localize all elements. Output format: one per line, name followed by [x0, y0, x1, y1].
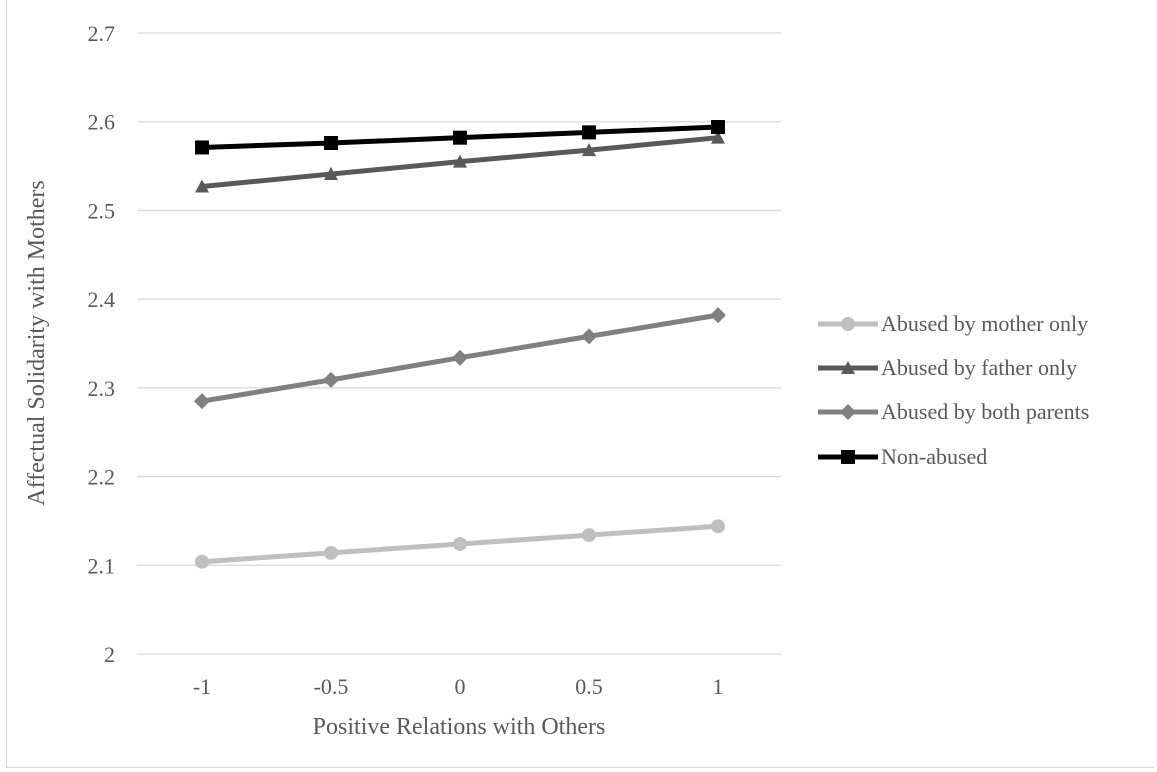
legend-marker	[841, 450, 855, 464]
legend-item: Abused by father only	[818, 355, 1077, 380]
y-tick-label: 2.1	[88, 553, 116, 578]
series-abused-by-both-parents	[194, 307, 726, 410]
data-point	[195, 179, 209, 193]
series-non-abused	[195, 120, 725, 155]
data-point	[323, 371, 339, 388]
legend-label: Abused by father only	[881, 355, 1077, 380]
x-axis-title: Positive Relations with Others	[313, 714, 606, 740]
data-point	[195, 140, 209, 155]
data-point	[324, 167, 338, 181]
data-point	[582, 125, 596, 140]
legend-item: Non-abused	[818, 444, 987, 469]
y-axis-title: Affectual Solidarity with Mothers	[24, 180, 50, 506]
x-tick-label: -0.5	[314, 674, 349, 699]
y-tick-label: 2.5	[88, 198, 116, 223]
data-point	[452, 349, 468, 366]
data-point	[711, 130, 725, 144]
series-lines	[194, 120, 726, 569]
legend: Abused by mother only Abused by father on…	[818, 311, 1089, 469]
y-tick-label: 2.2	[88, 465, 116, 490]
gridlines	[137, 32, 781, 655]
legend-label: Non-abused	[881, 444, 987, 469]
legend-marker	[841, 317, 855, 331]
data-point	[581, 328, 597, 345]
x-tick-label: 1	[713, 674, 724, 699]
data-point	[582, 143, 596, 157]
y-tick-label: 2.4	[88, 287, 116, 312]
data-point	[324, 545, 338, 560]
legend-item: Abused by mother only	[818, 311, 1088, 336]
data-point	[711, 120, 725, 135]
legend-label: Abused by mother only	[881, 311, 1088, 336]
series-abused-by-father-only	[195, 130, 725, 193]
x-tick-label: 0.5	[575, 674, 603, 699]
y-tick-label: 2.7	[88, 21, 116, 46]
y-tick-label: 2.6	[88, 110, 116, 135]
x-tick-label: -1	[193, 674, 211, 699]
legend-item: Abused by both parents	[818, 399, 1089, 424]
y-tick-label: 2.3	[88, 376, 116, 401]
data-point	[324, 136, 338, 151]
data-point	[194, 393, 210, 410]
data-point	[710, 307, 726, 324]
x-axis-ticks: -1 -0.5 0 0.5 1	[193, 674, 724, 699]
data-point	[582, 528, 596, 543]
legend-marker	[840, 404, 856, 420]
legend-marker	[841, 361, 855, 374]
data-point	[453, 536, 467, 551]
y-tick-label: 2	[104, 642, 115, 667]
data-point	[195, 554, 209, 569]
y-axis-ticks: 2 2.1 2.2 2.3 2.4 2.5 2.6 2.7	[88, 21, 116, 667]
data-point	[453, 154, 467, 168]
data-point	[453, 130, 467, 145]
data-point	[711, 519, 725, 534]
series-abused-by-mother-only	[195, 519, 725, 569]
chart-frame	[6, 0, 1154, 768]
x-tick-label: 0	[455, 674, 466, 699]
legend-label: Abused by both parents	[881, 399, 1089, 424]
